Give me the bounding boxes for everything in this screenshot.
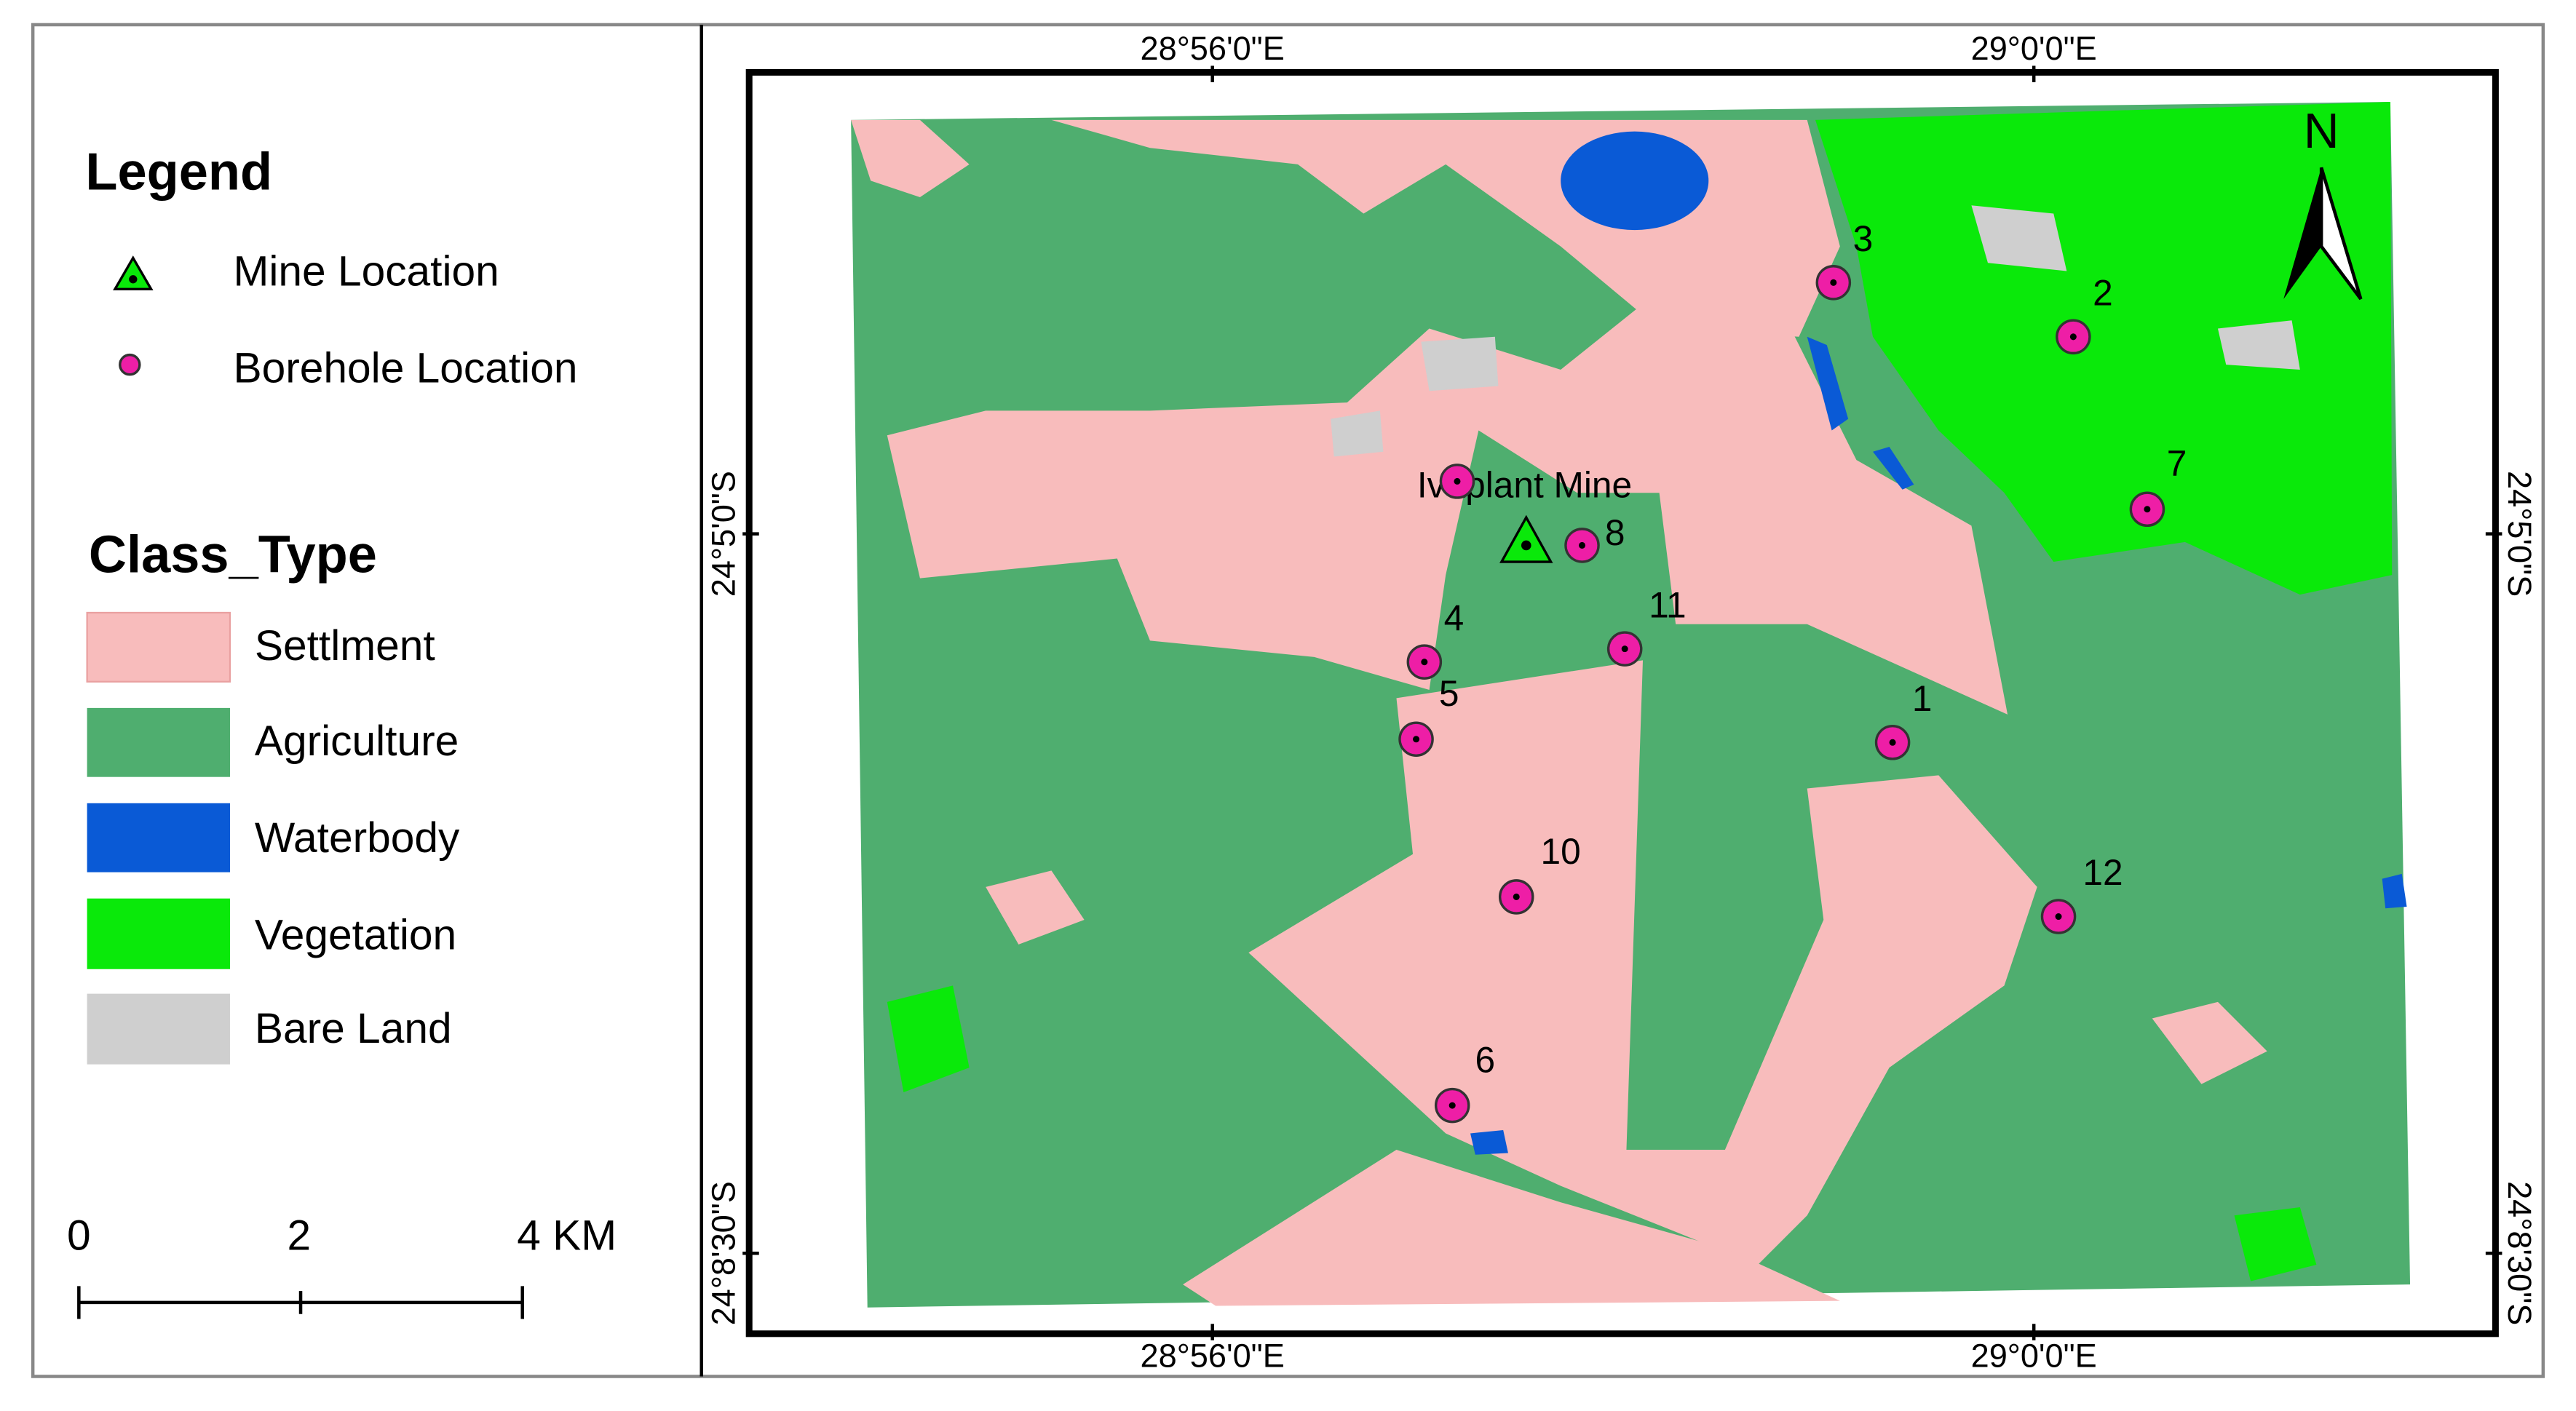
borehole-label: 1 xyxy=(1912,678,1933,719)
swatch xyxy=(87,707,230,777)
graticule-ticks xyxy=(742,65,2502,1340)
coord-label: 29°0'0"E xyxy=(1971,1338,2097,1375)
scale-label: 4 KM xyxy=(517,1212,617,1259)
scale-bar xyxy=(77,1286,524,1319)
coord-label: 24°8'30"S xyxy=(2501,1181,2538,1325)
legend-item: Borehole Location xyxy=(233,345,577,392)
outer-border xyxy=(31,23,2545,1378)
mine-marker xyxy=(1499,514,1553,563)
borehole-label: 6 xyxy=(1475,1040,1496,1081)
north-arrow xyxy=(2319,167,2363,301)
coord-label: 24°8'30"S xyxy=(705,1181,742,1325)
land-cover xyxy=(851,102,2411,1308)
borehole-centers xyxy=(1413,279,2151,1109)
map-frame xyxy=(745,68,2499,1338)
swatch xyxy=(87,898,230,969)
north-label: N xyxy=(2304,104,2339,159)
mine-symbol xyxy=(113,255,154,291)
coord-label: 24°5'0"S xyxy=(705,471,742,597)
class-label: Agriculture xyxy=(255,718,459,765)
class-title: Class_Type xyxy=(89,526,377,584)
borehole-label: 7 xyxy=(2167,443,2187,484)
legend-title: Legend xyxy=(85,143,272,202)
swatch xyxy=(86,611,231,683)
borehole-label: 3 xyxy=(1853,218,1874,259)
class-label: Vegetation xyxy=(255,911,456,958)
swatch xyxy=(87,993,230,1065)
class-label: Waterbody xyxy=(255,814,460,862)
legend-item: Mine Location xyxy=(233,248,499,295)
borehole-label: 12 xyxy=(2082,852,2123,893)
borehole-symbol xyxy=(119,353,141,376)
mine-marker-dot xyxy=(1521,540,1531,551)
scale-label: 2 xyxy=(287,1212,311,1259)
borehole-label: 2 xyxy=(2093,272,2113,313)
swatch xyxy=(87,803,230,873)
coord-label: 24°5'0"S xyxy=(2501,471,2538,597)
borehole-label: 8 xyxy=(1605,512,1625,553)
class-label: Bare Land xyxy=(255,1005,452,1052)
coord-label: 29°0'0"E xyxy=(1971,30,2097,67)
coord-label: 28°56'0"E xyxy=(1141,30,1285,67)
coord-label: 28°56'0"E xyxy=(1141,1338,1285,1375)
borehole-label: 11 xyxy=(1649,584,1687,625)
class-label: Settlment xyxy=(255,622,435,669)
borehole-label: 10 xyxy=(1541,831,1581,872)
borehole-label: 5 xyxy=(1439,673,1459,714)
borehole-label: 4 xyxy=(1444,597,1465,638)
mine-symbol-dot xyxy=(129,275,138,284)
scale-label: 0 xyxy=(67,1212,91,1259)
